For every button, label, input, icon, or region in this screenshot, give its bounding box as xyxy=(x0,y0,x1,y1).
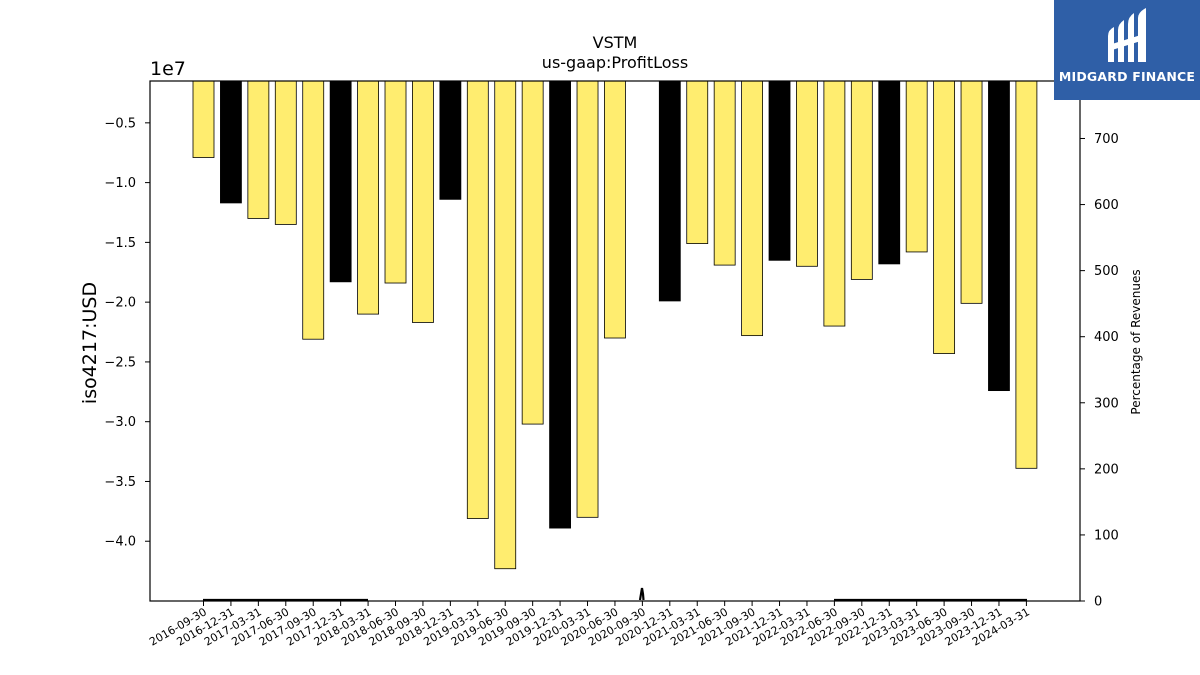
y2-tick-label: 100 xyxy=(1094,528,1119,543)
y-tick-label: −3.5 xyxy=(104,475,136,490)
y2-tick-label: 500 xyxy=(1094,264,1119,279)
chart-subtitle: us-gaap:ProfitLoss xyxy=(542,53,688,72)
bar-2017-06-30 xyxy=(274,80,297,225)
bar-2024-03-31 xyxy=(1015,80,1038,469)
y-tick-label: −1.0 xyxy=(104,176,136,191)
bar-2020-12-31 xyxy=(658,80,681,302)
y-tick-label: −0.5 xyxy=(104,116,136,131)
bar-2022-06-30 xyxy=(823,80,846,327)
bar-2022-12-31 xyxy=(878,80,901,265)
bar-2017-12-31 xyxy=(329,80,352,283)
bar-2019-12-31 xyxy=(549,80,571,529)
bar-2017-09-30 xyxy=(302,80,325,340)
logo-text: MIDGARD FINANCE xyxy=(1058,69,1196,84)
bar-2019-09-30 xyxy=(521,80,544,425)
plot-frame xyxy=(149,80,1081,602)
y2-tick-label: 200 xyxy=(1094,462,1119,477)
chart-title: VSTM xyxy=(593,33,638,52)
y2-tick-label: 700 xyxy=(1094,132,1119,147)
bar-2022-03-31 xyxy=(796,80,818,267)
y-offset-label: 1e7 xyxy=(150,58,186,80)
y2-ticks-layer: 0 100 200 300 400 500 600 700 xyxy=(1080,132,1119,610)
y2-axis-label: Percentage of Revenues xyxy=(1129,269,1143,414)
y-ticks-layer: −0.5 −1.0 −1.5 −2.0 −2.5 −3.0 −3.5 −4.0 xyxy=(104,116,150,550)
bars-layer xyxy=(192,80,1038,570)
y2-tick-label: 0 xyxy=(1094,595,1102,610)
bar-2018-12-31 xyxy=(439,80,462,200)
bar-2019-03-31 xyxy=(466,80,489,519)
percentage-line-spike xyxy=(638,587,645,601)
y2-tick-label: 300 xyxy=(1094,396,1119,411)
y-tick-label: −1.5 xyxy=(104,236,136,251)
bar-2023-06-30 xyxy=(933,80,956,354)
y-tick-label: −4.0 xyxy=(104,535,136,550)
bar-2020-03-31 xyxy=(576,80,599,518)
bar-2023-12-31 xyxy=(988,80,1010,392)
bar-2020-06-30 xyxy=(604,80,626,339)
bar-2019-06-30 xyxy=(494,80,517,570)
bar-2022-09-30 xyxy=(850,80,873,280)
bar-2017-03-31 xyxy=(247,80,270,219)
x-ticks-layer: 2016-09-302016-12-312017-03-312017-06-30… xyxy=(147,601,1032,649)
bar-2016-09-30 xyxy=(192,80,215,158)
bar-2016-12-31 xyxy=(220,80,242,204)
bar-2023-09-30 xyxy=(960,80,983,304)
bar-2023-03-31 xyxy=(905,80,928,253)
bar-2018-03-31 xyxy=(357,80,379,315)
bar-2021-03-31 xyxy=(686,80,709,244)
y-tick-label: −2.0 xyxy=(104,296,136,311)
percentage-line-layer xyxy=(203,587,1027,602)
bar-2018-06-30 xyxy=(384,80,407,284)
midgard-logo-icon xyxy=(1108,8,1146,62)
y2-tick-label: 600 xyxy=(1094,198,1119,213)
bar-2021-12-31 xyxy=(768,80,791,261)
y-tick-label: −3.0 xyxy=(104,415,136,430)
y-tick-label: −2.5 xyxy=(104,355,136,370)
bar-2021-06-30 xyxy=(713,80,736,266)
bar-2018-09-30 xyxy=(412,80,434,323)
y2-tick-label: 400 xyxy=(1094,330,1119,345)
brand-logo: MIDGARD FINANCE xyxy=(1054,0,1200,100)
y-axis-label: iso4217:USD xyxy=(79,282,101,404)
bar-2021-09-30 xyxy=(741,80,763,337)
